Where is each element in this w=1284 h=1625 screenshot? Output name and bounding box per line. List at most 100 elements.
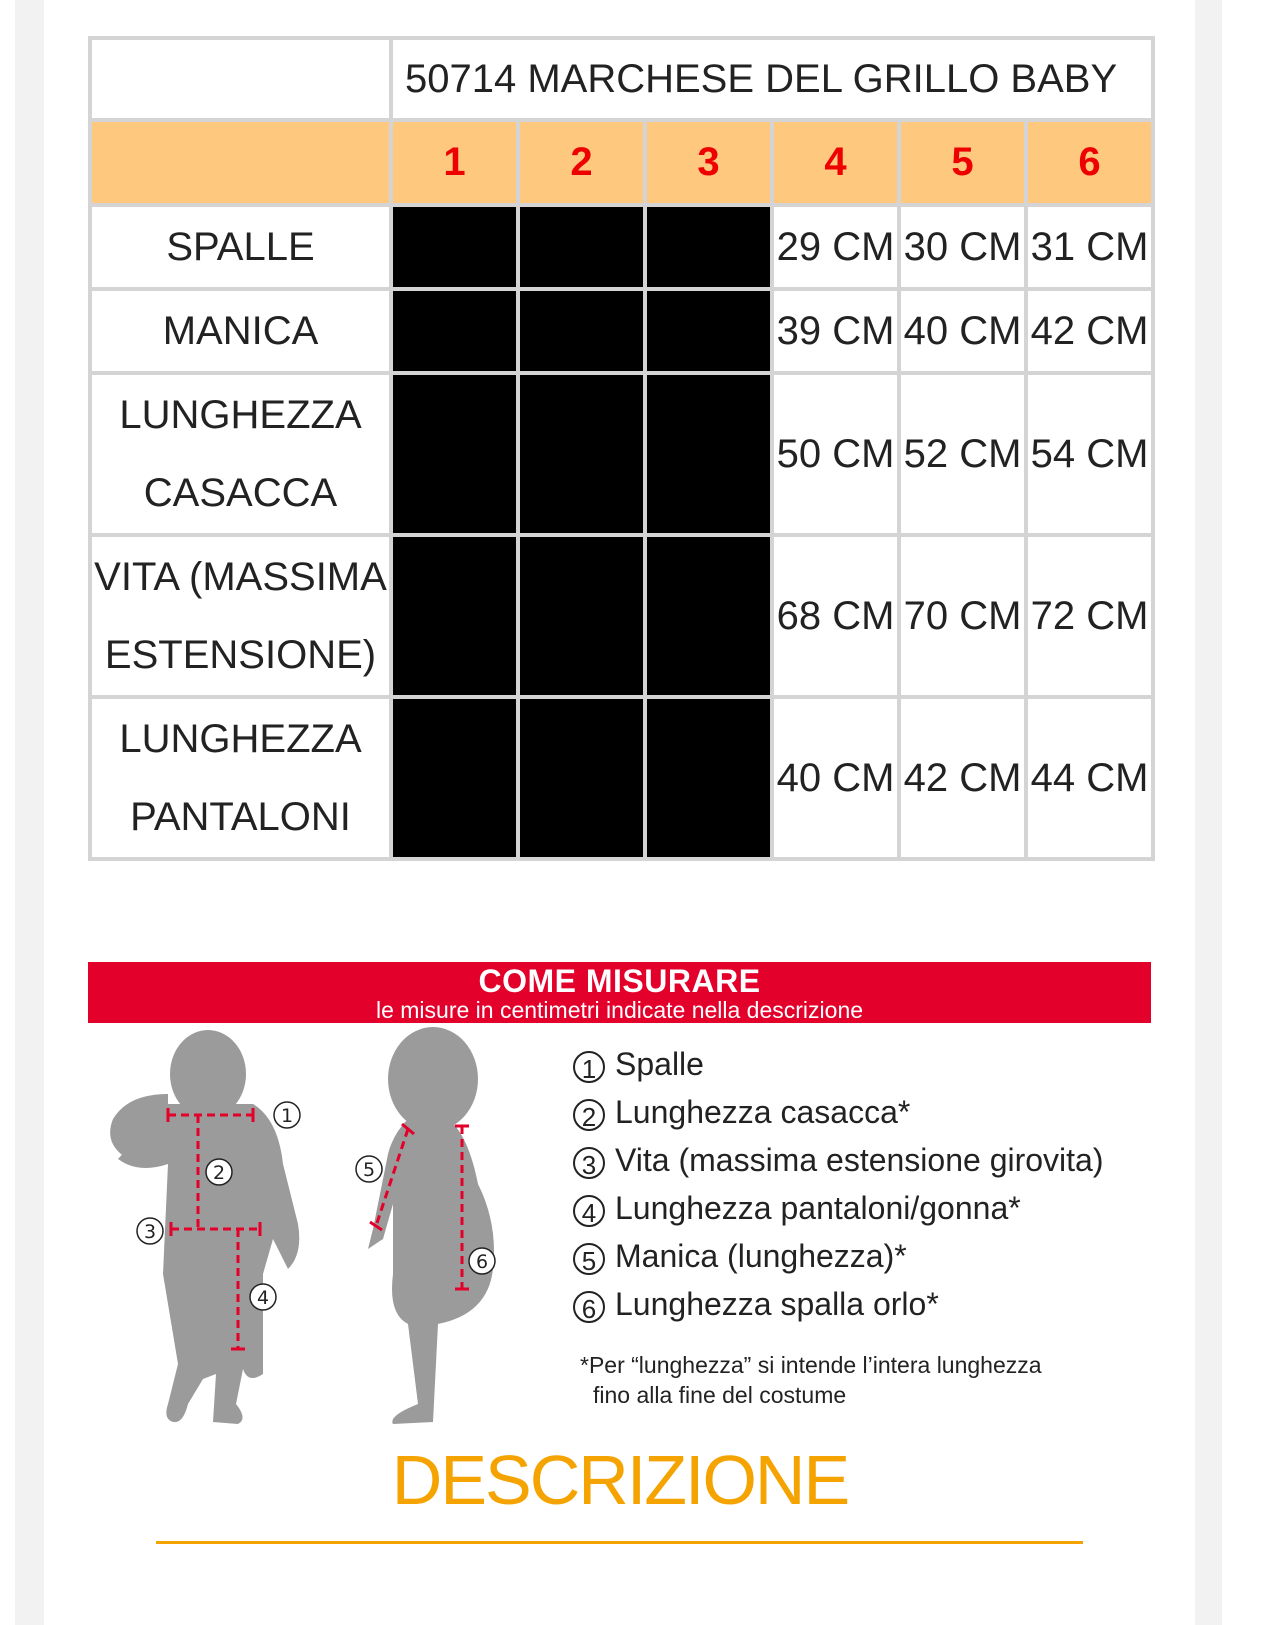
measurement-label-line: MANICA xyxy=(162,309,319,353)
size-header: 1 xyxy=(393,122,516,203)
svg-text:2: 2 xyxy=(213,1162,225,1184)
legend-item-label: Vita (massima estensione girovita) xyxy=(615,1142,1104,1178)
length-footnote: *Per “lunghezza” si intende l’intera lun… xyxy=(580,1350,1042,1410)
circled-number-icon: 6 xyxy=(573,1290,605,1324)
measurement-value: 44 CM xyxy=(1028,699,1151,857)
heading-underline-divider xyxy=(156,1541,1083,1544)
section-heading-descrizione: DESCRIZIONE xyxy=(391,1441,850,1519)
redacted-cell xyxy=(520,291,643,371)
svg-text:6: 6 xyxy=(476,1251,488,1273)
circled-number-icon: 3 xyxy=(573,1146,605,1180)
svg-text:4: 4 xyxy=(257,1287,269,1309)
empty-corner-cell xyxy=(92,40,389,118)
size-header: 6 xyxy=(1028,122,1151,203)
footnote-line-2: fino alla fine del costume xyxy=(593,1382,847,1408)
svg-text:5: 5 xyxy=(363,1159,375,1181)
banner-title: COME MISURARE xyxy=(478,963,761,999)
table-row: VITA (MASSIMA ESTENSIONE) 68 CM 70 CM 72 CM xyxy=(92,537,1151,695)
measurement-value: 30 CM xyxy=(901,207,1024,287)
page-gutter-right xyxy=(1195,0,1222,1625)
footnote-line-1: *Per “lunghezza” si intende l’intera lun… xyxy=(580,1352,1042,1378)
how-to-measure-banner: COME MISURARE le misure in centimetri in… xyxy=(88,962,1151,1023)
legend-item: 3 Vita (massima estensione girovita) xyxy=(573,1136,1104,1184)
page-gutter-left xyxy=(15,0,44,1625)
measurement-label-line: ESTENSIONE) xyxy=(104,633,377,677)
measurement-label-line: VITA (MASSIMA xyxy=(94,555,387,599)
size-header: 2 xyxy=(520,122,643,203)
legend-item-label: Spalle xyxy=(615,1046,704,1082)
measurement-number-markers: 1 2 3 4 5 6 xyxy=(136,1101,496,1311)
measurement-value: 72 CM xyxy=(1028,537,1151,695)
size-header: 4 xyxy=(774,122,897,203)
legend-item-label: Lunghezza spalla orlo* xyxy=(615,1286,939,1322)
table-row: SPALLE 29 CM 30 CM 31 CM xyxy=(92,207,1151,287)
legend-item-label: Lunghezza pantaloni/gonna* xyxy=(615,1190,1021,1226)
measurement-value: 40 CM xyxy=(901,291,1024,371)
redacted-cell xyxy=(393,375,516,533)
redacted-cell xyxy=(520,375,643,533)
legend-item: 6 Lunghezza spalla orlo* xyxy=(573,1280,1104,1328)
redacted-cell xyxy=(520,537,643,695)
measurement-silhouettes-illustration: 1 2 3 4 5 6 xyxy=(110,1027,496,1424)
child-side-silhouette xyxy=(368,1027,494,1424)
measurement-value: 42 CM xyxy=(1028,291,1151,371)
size-header-row: 1 2 3 4 5 6 xyxy=(92,122,1151,203)
child-front-silhouette xyxy=(110,1030,300,1424)
redacted-cell xyxy=(647,207,770,287)
measurement-value: 39 CM xyxy=(774,291,897,371)
measurement-value: 29 CM xyxy=(774,207,897,287)
legend-item: 1 Spalle xyxy=(573,1040,1104,1088)
table-row: LUNGHEZZA PANTALONI 40 CM 42 CM 44 CM xyxy=(92,699,1151,857)
measurement-label-line: PANTALONI xyxy=(130,795,351,839)
redacted-cell xyxy=(647,291,770,371)
measurement-value: 54 CM xyxy=(1028,375,1151,533)
svg-text:1: 1 xyxy=(281,1105,293,1127)
measurement-label-line: CASACCA xyxy=(143,471,338,515)
measurement-label: SPALLE xyxy=(92,207,389,287)
measurement-value: 68 CM xyxy=(774,537,897,695)
circled-number-icon: 5 xyxy=(573,1242,605,1276)
measurement-label-line: LUNGHEZZA xyxy=(119,717,362,761)
size-header: 3 xyxy=(647,122,770,203)
header-corner-cell xyxy=(92,122,389,203)
measurement-label: VITA (MASSIMA ESTENSIONE) xyxy=(92,537,389,695)
measurement-value: 42 CM xyxy=(901,699,1024,857)
measurement-label: MANICA xyxy=(92,291,389,371)
redacted-cell xyxy=(647,375,770,533)
measurement-lines xyxy=(166,1108,469,1351)
measurement-legend: 1 Spalle 2 Lunghezza casacca* 3 Vita (massima… xyxy=(573,1040,1104,1328)
redacted-cell xyxy=(393,537,516,695)
table-row: LUNGHEZZA CASACCA 50 CM 52 CM 54 CM xyxy=(92,375,1151,533)
measurement-label: LUNGHEZZA PANTALONI xyxy=(92,699,389,857)
measurement-value: 40 CM xyxy=(774,699,897,857)
measurement-value: 31 CM xyxy=(1028,207,1151,287)
measurement-value: 52 CM xyxy=(901,375,1024,533)
size-chart-table: 50714 MARCHESE DEL GRILLO BABY 1 2 3 4 5… xyxy=(88,36,1155,861)
measurement-label-line: SPALLE xyxy=(166,225,315,269)
circled-number-icon: 1 xyxy=(573,1050,605,1084)
table-row: MANICA 39 CM 40 CM 42 CM xyxy=(92,291,1151,371)
redacted-cell xyxy=(520,207,643,287)
banner-subtitle: le misure in centimetri indicate nella d… xyxy=(375,997,864,1023)
redacted-cell xyxy=(393,207,516,287)
circled-number-icon: 2 xyxy=(573,1098,605,1132)
circled-number-icon: 4 xyxy=(573,1194,605,1228)
svg-text:3: 3 xyxy=(144,1221,156,1243)
size-header: 5 xyxy=(901,122,1024,203)
legend-item: 5 Manica (lunghezza)* xyxy=(573,1232,1104,1280)
measurement-label: LUNGHEZZA CASACCA xyxy=(92,375,389,533)
measurement-value: 70 CM xyxy=(901,537,1024,695)
product-title: 50714 MARCHESE DEL GRILLO BABY xyxy=(393,40,1151,118)
redacted-cell xyxy=(647,699,770,857)
legend-item: 2 Lunghezza casacca* xyxy=(573,1088,1104,1136)
redacted-cell xyxy=(520,699,643,857)
redacted-cell xyxy=(393,291,516,371)
measurement-value: 50 CM xyxy=(774,375,897,533)
legend-item: 4 Lunghezza pantaloni/gonna* xyxy=(573,1184,1104,1232)
redacted-cell xyxy=(393,699,516,857)
title-row: 50714 MARCHESE DEL GRILLO BABY xyxy=(92,40,1151,118)
legend-item-label: Manica (lunghezza)* xyxy=(615,1238,907,1274)
redacted-cell xyxy=(647,537,770,695)
measurement-label-line: LUNGHEZZA xyxy=(119,393,362,437)
legend-item-label: Lunghezza casacca* xyxy=(615,1094,911,1130)
